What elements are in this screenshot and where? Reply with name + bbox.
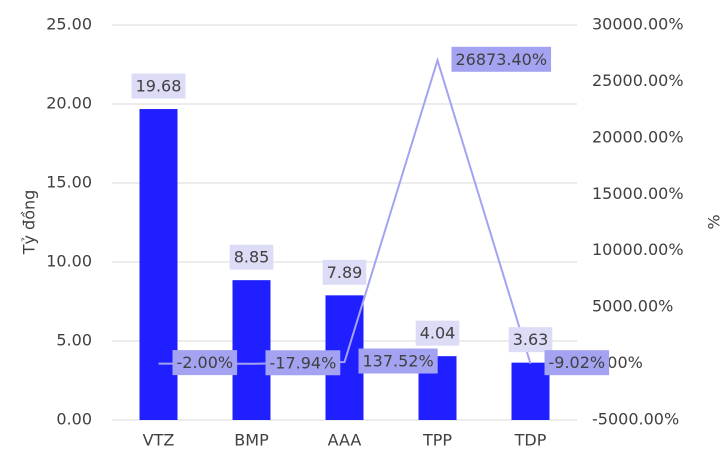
data-label: -2.00% [177,353,234,372]
data-label-box [544,350,610,376]
x-tick-label: BMP [234,431,269,450]
data-label: 7.89 [327,263,363,282]
y-tick-label: 10.00 [46,252,92,271]
y-tick-label: 0.00 [56,410,92,429]
x-tick-label: TDP [514,431,547,450]
data-label-box [322,259,367,285]
data-label: 4.04 [420,324,456,343]
bar [139,109,178,420]
x-tick-label: VTZ [143,431,175,450]
data-label-box [265,350,341,376]
y-axis-title: Tỷ đồng [20,190,39,256]
data-label-box [508,327,553,353]
bar [511,362,550,420]
y2-axis-title: % [705,214,724,229]
x-tick-label: AAA [328,431,362,450]
data-label: 19.68 [136,77,182,96]
data-label: 137.52% [363,352,434,371]
y2-tick-label: 10000.00% [592,240,684,259]
data-label-box [131,73,186,99]
data-label: 26873.40% [456,50,548,69]
y2-tick-label: 5000.00% [592,297,673,316]
data-label-box [358,348,438,374]
bar [232,280,271,420]
x-tick-label: TPP [422,431,452,450]
y2-tick-label: 30000.00% [592,15,684,34]
y-tick-label: 25.00 [46,15,92,34]
y-tick-label: 15.00 [46,173,92,192]
y2-tick-label: 25000.00% [592,71,684,90]
y-tick-label: 20.00 [46,94,92,113]
y2-tick-label: 15000.00% [592,184,684,203]
data-label-box [451,46,552,72]
data-label-box [229,244,274,270]
y2-tick-label: 20000.00% [592,127,684,146]
data-label: 8.85 [234,248,270,267]
data-label: -17.94% [270,353,337,372]
data-label-box [172,350,238,376]
data-label: -9.02% [549,353,606,372]
y-tick-label: 5.00 [56,331,92,350]
data-label: 3.63 [513,330,549,349]
y2-tick-label: -5000.00% [592,410,679,429]
data-label-box [415,320,460,346]
